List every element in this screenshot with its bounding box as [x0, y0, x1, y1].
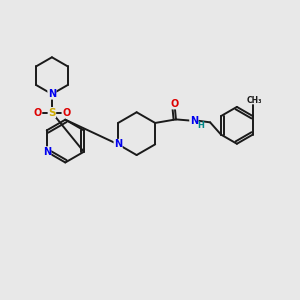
- Text: CH₃: CH₃: [247, 96, 262, 105]
- Text: N: N: [48, 89, 56, 99]
- Text: O: O: [62, 108, 70, 118]
- Text: N: N: [114, 140, 122, 149]
- Text: N: N: [190, 116, 198, 126]
- Text: O: O: [34, 108, 42, 118]
- Text: N: N: [43, 147, 51, 157]
- Text: S: S: [48, 108, 56, 118]
- Text: H: H: [197, 121, 204, 130]
- Text: O: O: [170, 99, 178, 109]
